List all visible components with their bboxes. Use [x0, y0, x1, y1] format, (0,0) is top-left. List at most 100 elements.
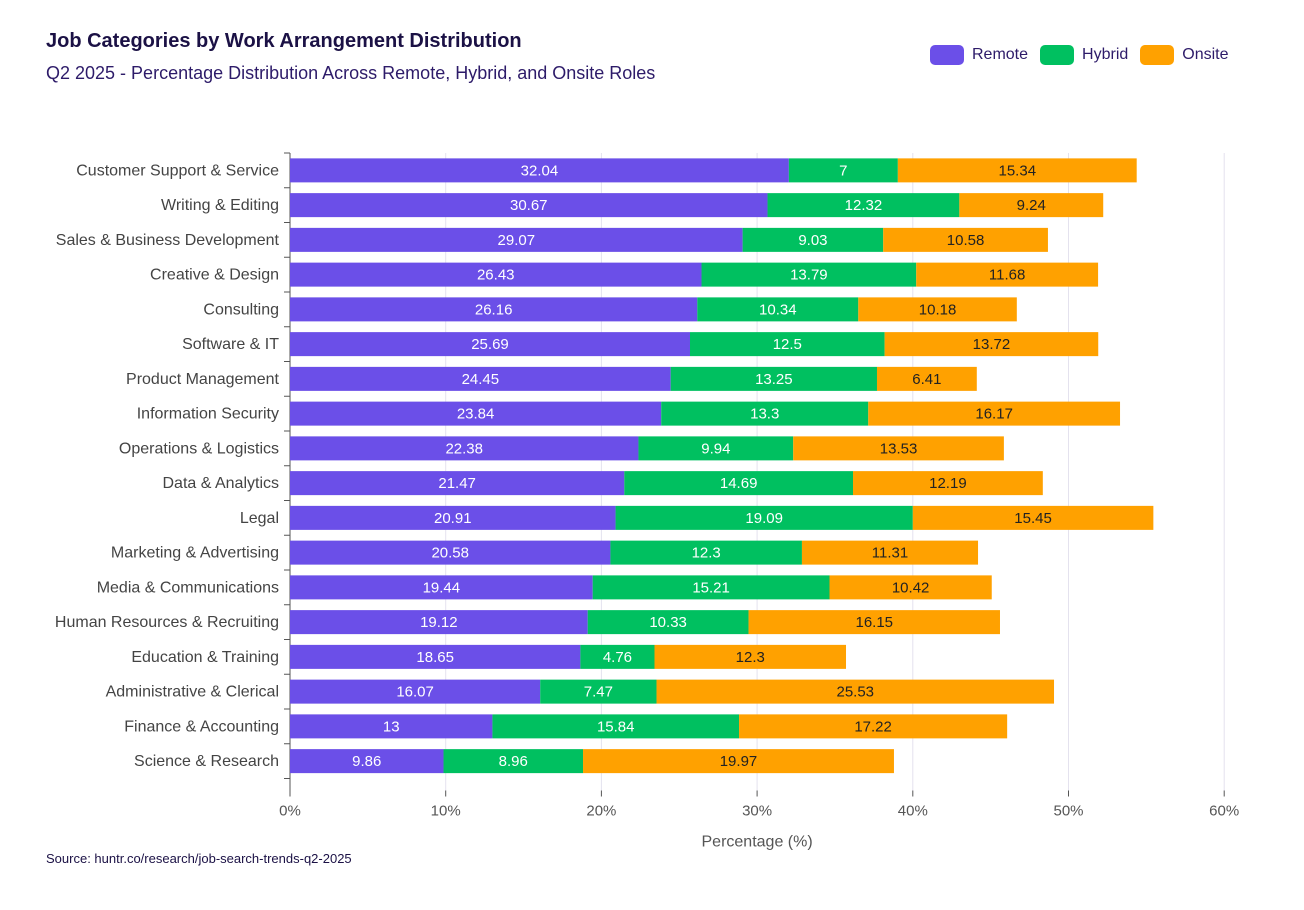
bar-onsite[interactable] — [654, 644, 847, 669]
bar-onsite[interactable] — [959, 193, 1104, 218]
bar-value-label: 14.69 — [720, 475, 758, 492]
bar-value-label: 16.07 — [396, 684, 434, 701]
bar-onsite[interactable] — [793, 436, 1004, 461]
bar-remote[interactable] — [290, 749, 444, 774]
bar-onsite[interactable] — [897, 158, 1137, 183]
legend-item-hybrid[interactable]: Hybrid — [1040, 45, 1128, 65]
bar-onsite[interactable] — [858, 297, 1017, 322]
bar-remote[interactable] — [290, 610, 588, 635]
bar-onsite[interactable] — [583, 749, 894, 774]
bar-hybrid[interactable] — [592, 575, 830, 600]
bar-value-label: 12.3 — [692, 545, 721, 562]
bar-remote[interactable] — [290, 679, 541, 704]
bar-remote[interactable] — [290, 262, 702, 287]
bar-remote[interactable] — [290, 332, 690, 357]
bar-onsite[interactable] — [748, 610, 1000, 635]
bar-hybrid[interactable] — [610, 540, 802, 565]
category-label: Legal — [240, 510, 279, 527]
bar-onsite[interactable] — [656, 679, 1055, 704]
bar-onsite[interactable] — [912, 505, 1154, 530]
category-label: Product Management — [126, 371, 280, 388]
bar-onsite[interactable] — [883, 227, 1048, 252]
bar-value-label: 11.31 — [872, 545, 908, 562]
bar-value-label: 9.94 — [701, 440, 730, 457]
bar-value-label: 13.3 — [750, 406, 779, 423]
bar-hybrid[interactable] — [540, 679, 657, 704]
bar-onsite[interactable] — [829, 575, 992, 600]
bar-value-label: 12.5 — [773, 336, 802, 353]
bar-remote[interactable] — [290, 644, 581, 669]
bar-hybrid[interactable] — [587, 610, 749, 635]
bar-onsite[interactable] — [868, 401, 1121, 426]
bar-hybrid[interactable] — [624, 471, 854, 496]
bar-onsite[interactable] — [853, 471, 1043, 496]
bar-remote[interactable] — [290, 297, 698, 322]
bar-hybrid[interactable] — [580, 644, 655, 669]
category-label: Finance & Accounting — [124, 718, 279, 735]
bar-onsite[interactable] — [876, 366, 977, 391]
bar-onsite[interactable] — [916, 262, 1099, 287]
bar-value-label: 9.03 — [798, 232, 827, 249]
bar-value-label: 19.44 — [423, 579, 461, 596]
bar-value-label: 26.43 — [477, 267, 515, 284]
bar-onsite[interactable] — [884, 332, 1099, 357]
bar-hybrid[interactable] — [443, 749, 584, 774]
bar-remote[interactable] — [290, 575, 593, 600]
bar-remote[interactable] — [290, 366, 671, 391]
x-tick-label: 30% — [742, 803, 772, 820]
bar-value-label: 15.84 — [597, 718, 635, 735]
bar-value-label: 13 — [383, 718, 400, 735]
bar-hybrid[interactable] — [788, 158, 898, 183]
bar-onsite[interactable] — [739, 714, 1008, 739]
x-tick-label: 20% — [586, 803, 616, 820]
category-label: Customer Support & Service — [76, 162, 279, 179]
bar-remote[interactable] — [290, 227, 743, 252]
bar-remote[interactable] — [290, 436, 639, 461]
bar-value-label: 13.72 — [973, 336, 1011, 353]
bar-hybrid[interactable] — [638, 436, 794, 461]
bar-hybrid[interactable] — [661, 401, 869, 426]
bar-value-label: 19.97 — [720, 753, 758, 770]
bar-remote[interactable] — [290, 158, 789, 183]
bar-value-label: 4.76 — [603, 649, 632, 666]
bar-value-label: 15.34 — [999, 162, 1037, 179]
legend-item-onsite[interactable]: Onsite — [1140, 45, 1229, 65]
bar-hybrid[interactable] — [670, 366, 877, 391]
legend-item-remote[interactable]: Remote — [930, 45, 1028, 65]
bar-hybrid[interactable] — [492, 714, 740, 739]
bar-value-label: 10.42 — [892, 579, 930, 596]
bar-value-label: 20.91 — [434, 510, 472, 527]
bar-value-label: 30.67 — [510, 197, 548, 214]
category-label: Consulting — [203, 301, 279, 318]
bar-hybrid[interactable] — [742, 227, 884, 252]
bar-hybrid[interactable] — [615, 505, 913, 530]
category-label: Human Resources & Recruiting — [55, 614, 279, 631]
bar-value-label: 8.96 — [499, 753, 528, 770]
legend-label-onsite: Onsite — [1182, 46, 1229, 63]
bar-remote[interactable] — [290, 714, 493, 739]
chart-legend: Remote Hybrid Onsite — [930, 45, 1241, 65]
bar-value-label: 10.33 — [649, 614, 687, 631]
bar-onsite[interactable] — [801, 540, 979, 565]
bar-value-label: 10.34 — [759, 301, 797, 318]
category-label: Software & IT — [182, 336, 279, 353]
bar-hybrid[interactable] — [689, 332, 885, 357]
bar-hybrid[interactable] — [701, 262, 917, 287]
category-label: Media & Communications — [97, 579, 279, 596]
category-label: Education & Training — [131, 649, 279, 666]
bar-value-label: 25.69 — [471, 336, 509, 353]
bar-value-label: 18.65 — [416, 649, 454, 666]
bar-remote[interactable] — [290, 471, 625, 496]
bar-value-label: 32.04 — [521, 162, 559, 179]
bar-value-label: 25.53 — [836, 684, 874, 701]
bar-hybrid[interactable] — [767, 193, 960, 218]
bar-value-label: 11.68 — [989, 267, 1025, 284]
category-label: Creative & Design — [150, 267, 279, 284]
bar-remote[interactable] — [290, 505, 616, 530]
bar-remote[interactable] — [290, 193, 768, 218]
source-note: Source: huntr.co/research/job-search-tre… — [46, 851, 352, 866]
bar-hybrid[interactable] — [697, 297, 859, 322]
bar-remote[interactable] — [290, 540, 611, 565]
bar-remote[interactable] — [290, 401, 662, 426]
bar-value-label: 13.25 — [755, 371, 793, 388]
